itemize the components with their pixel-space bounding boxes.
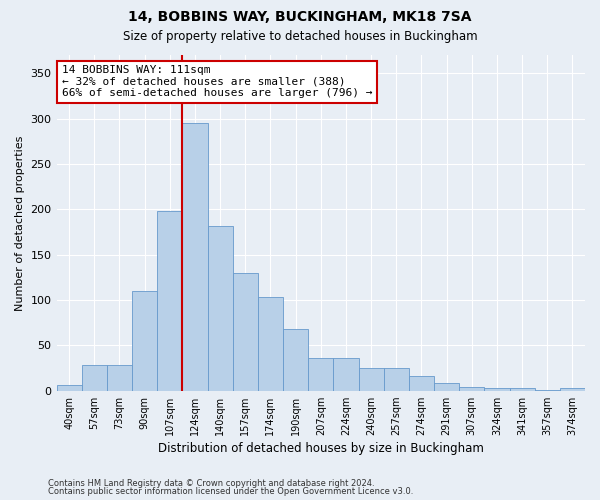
Bar (334, 358, 359, 390)
Bar (359, 368, 383, 390)
Bar (308, 358, 334, 390)
Bar (233, 272, 258, 390)
Bar (208, 226, 233, 390)
Bar (509, 388, 535, 390)
Bar (409, 376, 434, 390)
Bar (434, 384, 459, 390)
Bar (560, 388, 585, 390)
Text: 14 BOBBINS WAY: 111sqm
← 32% of detached houses are smaller (388)
66% of semi-de: 14 BOBBINS WAY: 111sqm ← 32% of detached… (62, 65, 373, 98)
Bar (157, 211, 182, 390)
Bar (484, 388, 509, 390)
Bar (82, 366, 107, 390)
Text: Contains public sector information licensed under the Open Government Licence v3: Contains public sector information licen… (48, 487, 413, 496)
Bar (258, 297, 283, 390)
Bar (107, 366, 132, 390)
Text: Size of property relative to detached houses in Buckingham: Size of property relative to detached ho… (122, 30, 478, 43)
X-axis label: Distribution of detached houses by size in Buckingham: Distribution of detached houses by size … (158, 442, 484, 455)
Bar (182, 123, 208, 390)
Text: Contains HM Land Registry data © Crown copyright and database right 2024.: Contains HM Land Registry data © Crown c… (48, 478, 374, 488)
Text: 14, BOBBINS WAY, BUCKINGHAM, MK18 7SA: 14, BOBBINS WAY, BUCKINGHAM, MK18 7SA (128, 10, 472, 24)
Bar (132, 291, 157, 390)
Bar (283, 329, 308, 390)
Bar (459, 387, 484, 390)
Bar (56, 386, 82, 390)
Y-axis label: Number of detached properties: Number of detached properties (15, 135, 25, 310)
Bar (383, 368, 409, 390)
